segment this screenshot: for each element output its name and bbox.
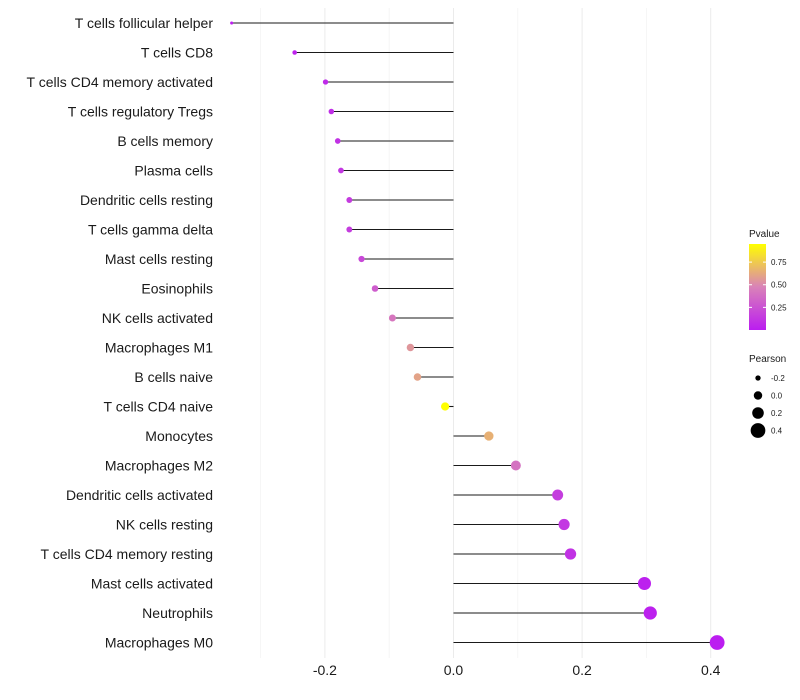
- category-label: T cells regulatory Tregs: [68, 104, 213, 120]
- category-label: T cells gamma delta: [88, 222, 213, 238]
- stems: [231, 22, 718, 644]
- data-point: [334, 138, 341, 144]
- data-point: [346, 226, 353, 233]
- category-label: Plasma cells: [134, 163, 213, 179]
- color-legend-label: 0.25: [771, 303, 787, 312]
- data-point: [230, 21, 234, 25]
- x-tick-label: 0.4: [701, 662, 721, 678]
- size-legend-key: [752, 407, 764, 419]
- size-legend-label: 0.0: [771, 392, 783, 401]
- color-bar: [749, 244, 766, 330]
- data-point: [292, 50, 297, 55]
- color-legend-label: 0.75: [771, 258, 787, 267]
- grid: [260, 8, 712, 658]
- category-label: T cells CD4 memory resting: [41, 546, 213, 562]
- data-point: [558, 518, 570, 531]
- data-point: [441, 402, 450, 411]
- category-label: NK cells resting: [116, 517, 213, 533]
- category-labels: T cells follicular helper T cells CD8 T ce…: [27, 15, 214, 651]
- data-point: [413, 373, 422, 381]
- x-tick-label: 0.2: [572, 662, 592, 678]
- category-label: NK cells activated: [102, 310, 213, 326]
- category-label: Dendritic cells resting: [80, 192, 213, 208]
- x-tick-label: 0.0: [444, 662, 464, 678]
- size-legend-key: [755, 375, 761, 381]
- data-point: [709, 635, 725, 650]
- category-label: T cells CD4 memory activated: [27, 74, 213, 90]
- size-legend-label: 0.2: [771, 409, 783, 418]
- size-legend-key: [753, 391, 763, 400]
- category-label: T cells follicular helper: [75, 15, 214, 31]
- category-label: T cells CD8: [141, 45, 213, 61]
- data-point: [643, 606, 657, 620]
- data-point: [322, 79, 329, 85]
- data-point: [358, 255, 365, 263]
- size-legend-title: Pearson: [749, 354, 786, 365]
- category-label: Mast cells activated: [91, 576, 213, 592]
- category-label: Macrophages M2: [105, 458, 213, 474]
- data-point: [371, 285, 379, 292]
- data-point: [484, 431, 494, 441]
- size-legend-label: 0.4: [771, 427, 783, 436]
- data-point: [346, 197, 353, 203]
- category-label: B cells naive: [134, 369, 213, 385]
- color-legend-label: 0.50: [771, 281, 787, 290]
- size-legend-key: [750, 423, 766, 438]
- data-point: [637, 576, 652, 591]
- category-label: Eosinophils: [141, 281, 213, 297]
- x-axis-ticks: -0.2 0.0 0.2 0.4: [313, 662, 721, 678]
- category-label: Macrophages M0: [105, 635, 213, 651]
- category-label: Monocytes: [145, 428, 213, 444]
- data-point: [552, 489, 564, 501]
- size-legend-label: -0.2: [771, 374, 785, 383]
- data-point: [388, 314, 396, 322]
- data-point: [510, 460, 521, 471]
- category-label: B cells memory: [117, 133, 213, 149]
- data-point: [564, 548, 577, 560]
- category-label: T cells CD4 naive: [104, 399, 214, 415]
- data-point: [406, 343, 415, 352]
- category-label: Macrophages M1: [105, 340, 213, 356]
- data-point: [338, 167, 344, 174]
- category-label: Mast cells resting: [105, 251, 213, 267]
- data-point: [328, 108, 335, 115]
- category-label: Neutrophils: [142, 605, 213, 621]
- color-legend-title: Pvalue: [749, 229, 780, 240]
- category-label: Dendritic cells activated: [66, 487, 213, 503]
- legend: Pvalue 0.25 0.50 0.75 Pearson -0.2 0.0 0.2 0.4: [749, 229, 787, 438]
- x-tick-label: -0.2: [313, 662, 337, 678]
- dots: [230, 21, 725, 650]
